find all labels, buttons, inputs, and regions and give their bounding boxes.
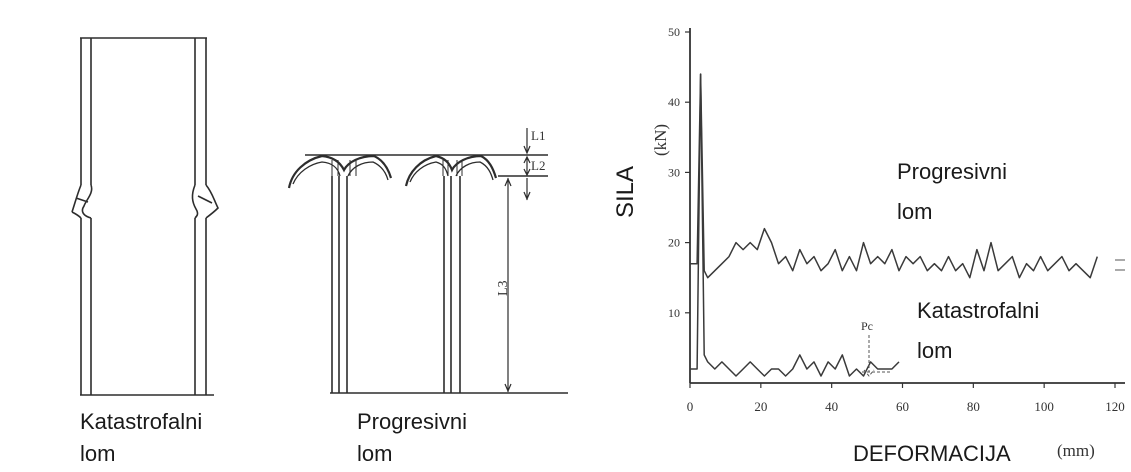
- y-tick-label: 30: [668, 165, 680, 179]
- y-axis-title: SILA: [612, 165, 639, 218]
- right-folded-crown: [404, 154, 498, 187]
- right-crown-hatching: [442, 160, 463, 176]
- x-tick-label: 100: [1034, 399, 1054, 414]
- right-tube-wall: [443, 176, 461, 393]
- annotation-catastrophic-line1: Katastrofalni: [917, 298, 1040, 323]
- x-tick-label: 20: [754, 399, 767, 414]
- x-tick-group: 0 20 40 60 80 100 120: [687, 383, 1125, 414]
- series-group: [690, 73, 1099, 377]
- tube-right-crack: [191, 184, 219, 219]
- left-caption-line2: lom: [80, 441, 116, 466]
- left-folded-crown-inner: [292, 161, 389, 185]
- tube-left-wall-lower: [80, 218, 92, 395]
- dimension-label-l3: L3: [496, 280, 511, 296]
- left-caption-line1: Katastrofalni: [80, 409, 203, 434]
- tube-left-wall-upper: [80, 38, 92, 185]
- left-crown-hatching: [331, 160, 357, 176]
- right-folded-crown-inner: [409, 161, 494, 183]
- catastrophic-failure-curve: [690, 73, 900, 377]
- y-tick-label: 50: [668, 25, 680, 39]
- middle-caption-line1: Progresivni: [357, 409, 468, 434]
- dimension-arrow-l3: [504, 177, 512, 393]
- annotation-catastrophic-line2: lom: [917, 338, 953, 363]
- left-folded-crown: [287, 154, 393, 189]
- middle-caption-line2: lom: [357, 441, 393, 466]
- annotation-progressive-line1: Progresivni: [897, 159, 1008, 184]
- annotation-progressive-line2: lom: [897, 199, 933, 224]
- pc-marker-label: Pc: [861, 319, 873, 333]
- progressive-failure-curve: [690, 73, 1099, 279]
- y-tick-label: 40: [668, 95, 680, 109]
- x-tick-label: 0: [687, 399, 694, 414]
- dimension-arrow-l1: [523, 128, 531, 155]
- y-tick-label: 20: [668, 236, 680, 250]
- x-tick-label: 80: [967, 399, 980, 414]
- dimension-label-l2: L2: [531, 158, 545, 173]
- progressive-tube-drawing: [287, 128, 568, 394]
- x-tick-label: 60: [896, 399, 909, 414]
- left-tube-wall: [331, 176, 348, 393]
- dimension-arrow-l2-lower: [523, 178, 531, 201]
- dimension-label-l1: L1: [531, 128, 545, 143]
- pc-marker: [862, 335, 890, 377]
- x-axis-title: DEFORMACIJA: [853, 441, 1011, 466]
- y-tick-label: 10: [668, 306, 680, 320]
- x-tick-label: 40: [825, 399, 838, 414]
- force-deformation-chart: 10 20 30 40 50 0 20 40 60 80 100 120 (kN) (mm) Pc: [651, 25, 1125, 460]
- tube-right-wall-lower: [194, 218, 207, 395]
- x-tick-label: 120: [1105, 399, 1125, 414]
- tube-left-crack: [71, 184, 93, 219]
- tube-right-wall-upper: [194, 38, 207, 185]
- right-edge-tick-marks: [1115, 259, 1125, 271]
- x-axis-unit: (mm): [1057, 441, 1095, 460]
- y-tick-group: 10 20 30 40 50: [668, 25, 690, 320]
- dimension-arrow-l2: [523, 155, 531, 177]
- y-axis-unit: (kN): [651, 124, 670, 156]
- catastrophic-tube-drawing: [71, 37, 219, 396]
